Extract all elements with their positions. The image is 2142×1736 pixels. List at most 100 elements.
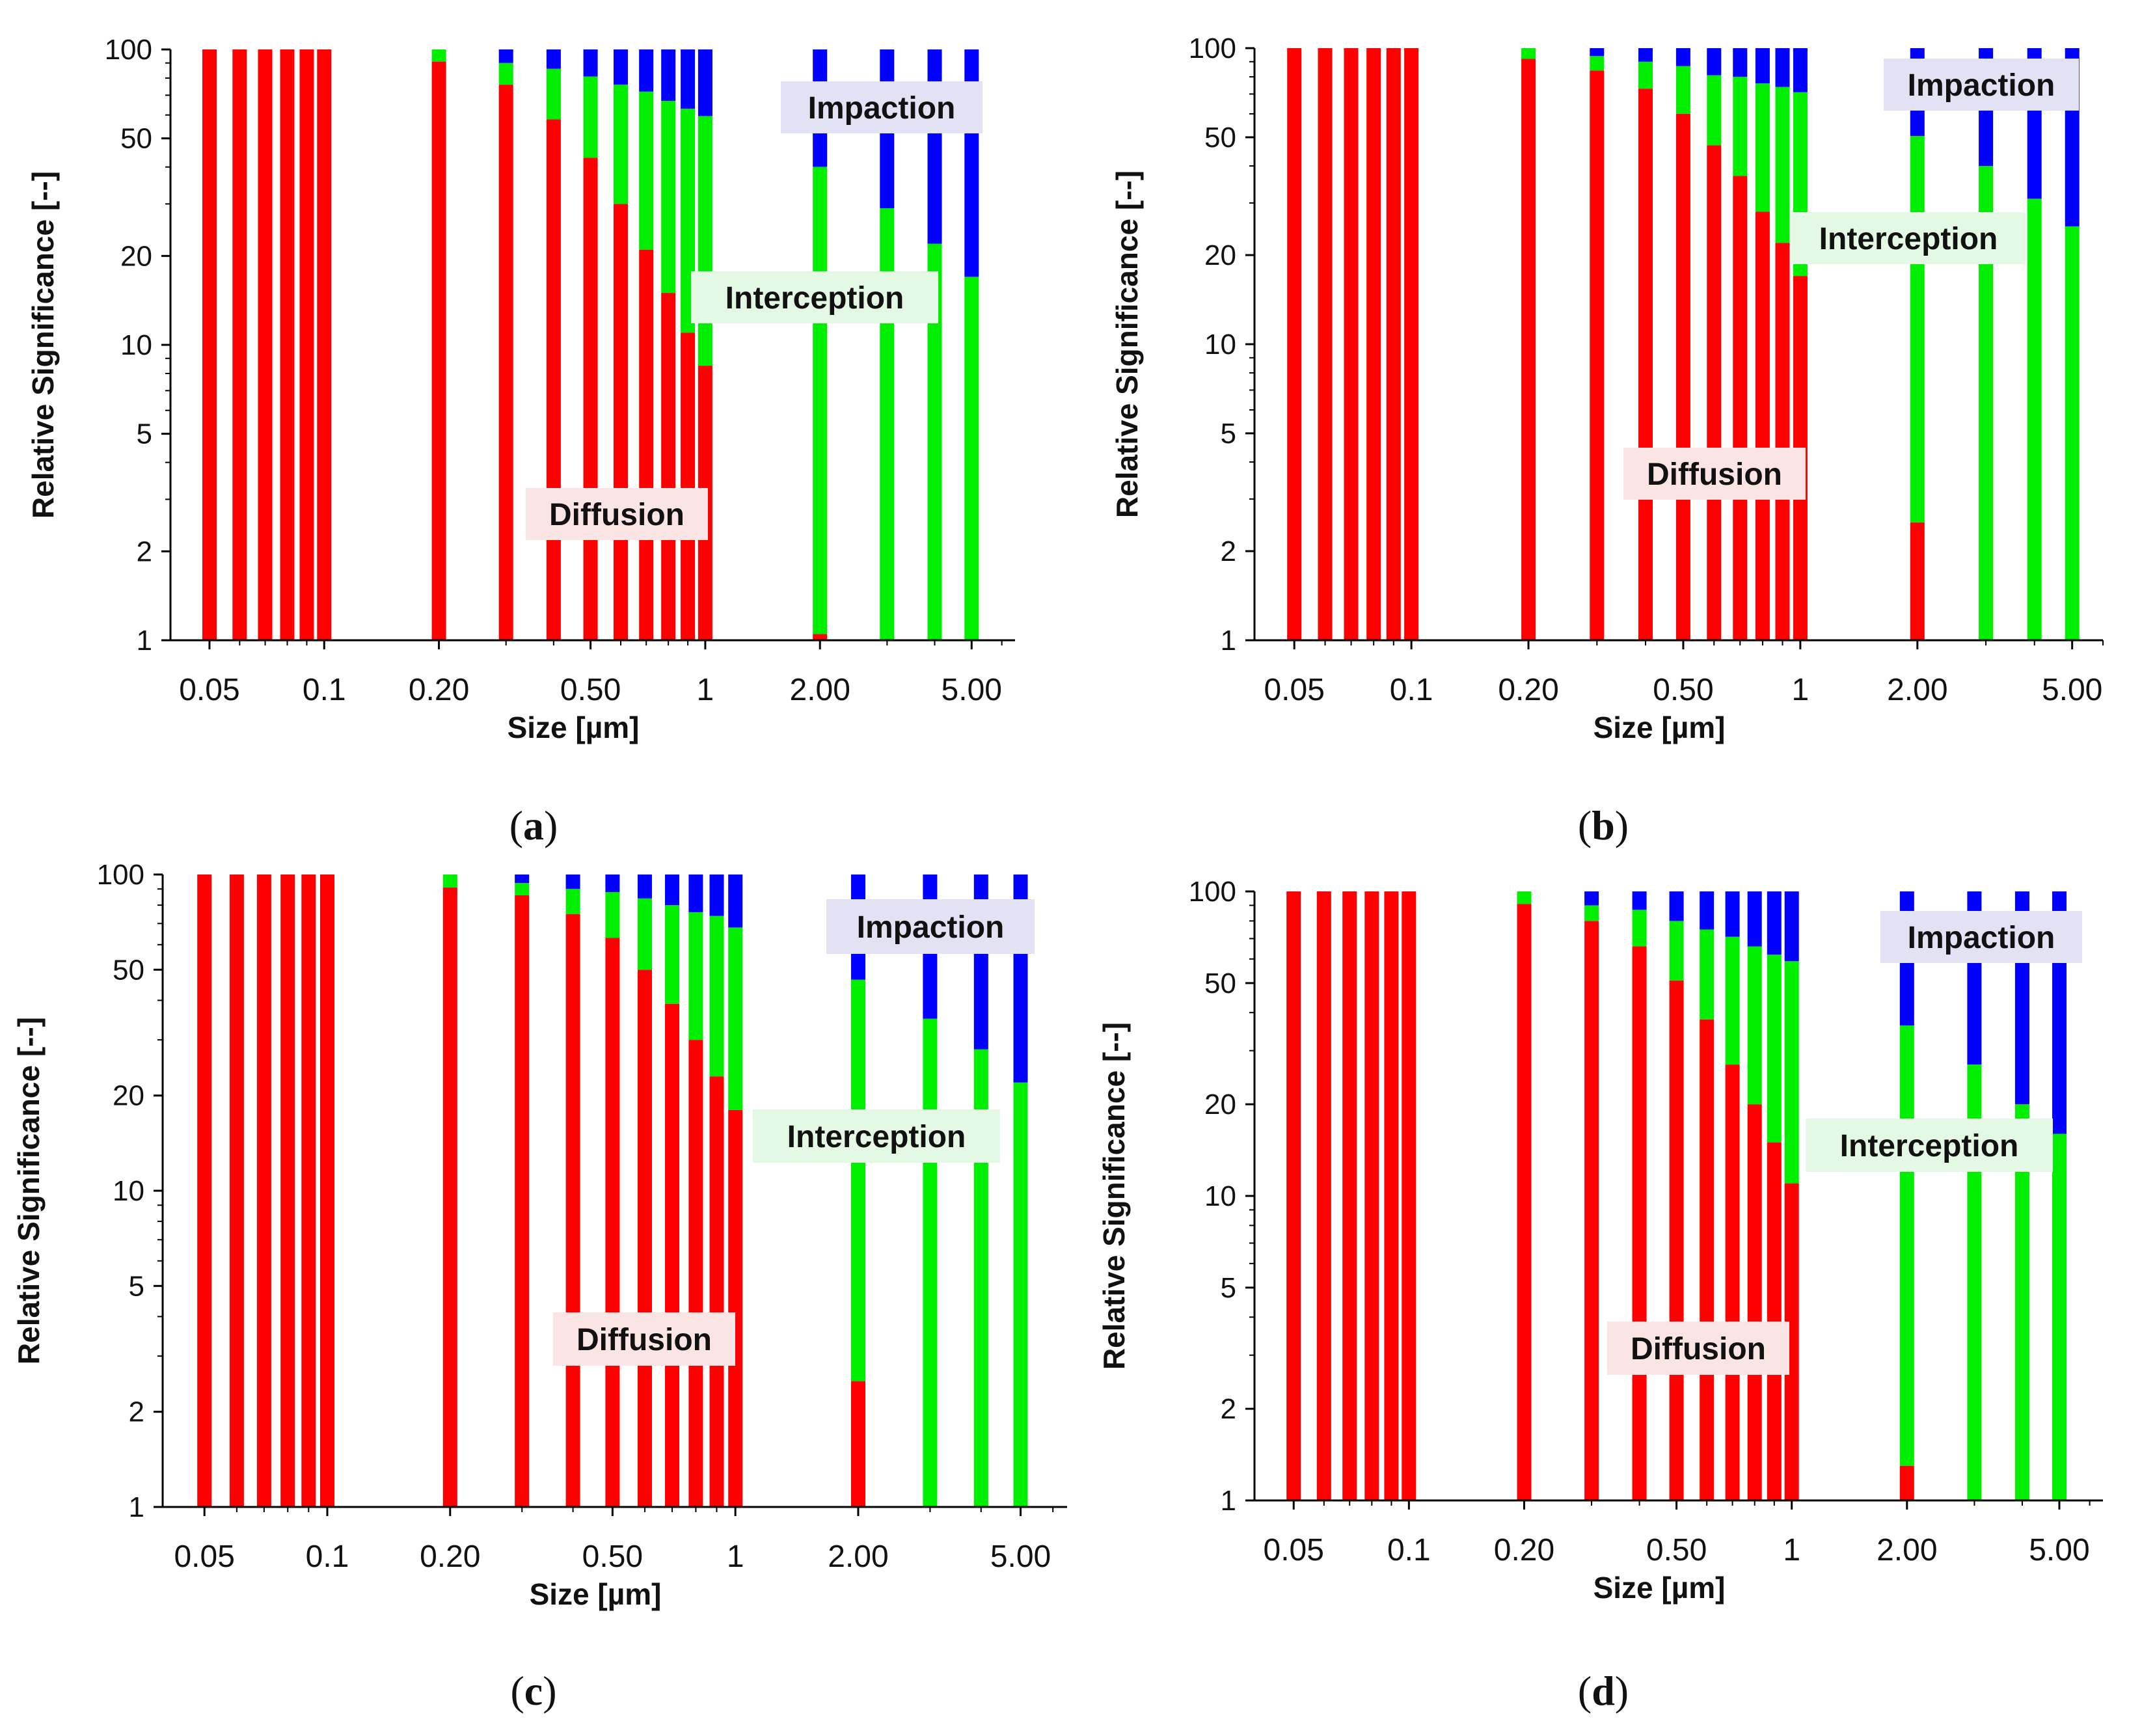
y-tick-label: 1 bbox=[129, 1491, 144, 1523]
y-axis-label: Relative Significance [--] bbox=[26, 171, 60, 519]
bar-diffusion bbox=[1747, 1104, 1762, 1500]
bar-diffusion bbox=[256, 875, 271, 1507]
impaction-annotation-box bbox=[1884, 59, 2079, 111]
bar-diffusion bbox=[665, 1003, 679, 1507]
x-tick-label: 0.50 bbox=[1646, 1533, 1707, 1567]
bar-impaction bbox=[728, 875, 743, 928]
bar-impaction bbox=[1784, 891, 1799, 962]
bar-diffusion bbox=[202, 49, 217, 640]
x-tick-label: 0.05 bbox=[1264, 1533, 1324, 1567]
bar-interception bbox=[1517, 891, 1532, 904]
bar-interception bbox=[605, 892, 620, 938]
y-tick-label: 1 bbox=[137, 625, 152, 657]
interception-annotation: Interception bbox=[1840, 1129, 2019, 1163]
panel-caption: (c) bbox=[510, 1668, 556, 1714]
x-tick-label: 2.00 bbox=[828, 1539, 888, 1574]
bar-impaction bbox=[639, 49, 654, 92]
bar-interception bbox=[2065, 226, 2080, 640]
y-tick-label: 50 bbox=[120, 123, 152, 155]
x-tick-label: 5.00 bbox=[942, 673, 1002, 707]
x-tick-label: 1 bbox=[1783, 1533, 1800, 1567]
x-tick-label: 0.1 bbox=[1387, 1533, 1431, 1567]
bar-diffusion bbox=[1344, 48, 1359, 640]
x-tick-label: 0.1 bbox=[1390, 673, 1433, 707]
bar-diffusion bbox=[1632, 946, 1647, 1500]
bar-impaction bbox=[1767, 891, 1782, 955]
bar-interception bbox=[1675, 66, 1690, 114]
x-axis-label: Size [µm] bbox=[1593, 711, 1726, 744]
x-axis-label: Size [µm] bbox=[508, 711, 640, 744]
bar-diffusion bbox=[1318, 48, 1333, 640]
diffusion-annotation-box bbox=[1607, 1322, 1789, 1375]
chart-panel-a: 1 2 5 10 20 50 100 0.05 0.1 0.20 0.50 1 2.00 5.00 Size… bbox=[26, 34, 1015, 848]
bar-interception bbox=[923, 1018, 938, 1507]
bar-impaction bbox=[665, 875, 679, 906]
x-tick-label: 2.00 bbox=[1887, 673, 1947, 707]
bar-diffusion bbox=[813, 634, 828, 640]
y-tick-label: 5 bbox=[1221, 1272, 1236, 1304]
bar-diffusion bbox=[639, 249, 654, 640]
bar-impaction bbox=[1707, 48, 1722, 75]
y-tick-label: 20 bbox=[1204, 239, 1236, 271]
bar-interception bbox=[1521, 48, 1536, 59]
x-tick-label: 0.20 bbox=[409, 673, 469, 707]
bar-impaction bbox=[688, 875, 703, 912]
bar-diffusion bbox=[515, 895, 530, 1507]
y-tick-label: 10 bbox=[120, 329, 152, 361]
chart-panel-c: 1 2 5 10 20 50 100 0.05 0.1 0.20 0.50 1 2.00 5.00 Size… bbox=[12, 859, 1067, 1714]
bar-diffusion bbox=[614, 204, 628, 640]
y-tick-label: 10 bbox=[1204, 329, 1236, 360]
y-axis-label: Relative Significance [--] bbox=[1110, 170, 1144, 518]
diffusion-annotation-box bbox=[1623, 448, 1806, 500]
panel-caption: (d) bbox=[1578, 1668, 1629, 1714]
panel-caption: (a) bbox=[509, 802, 558, 848]
bar-interception bbox=[1590, 56, 1605, 71]
bar-interception bbox=[515, 883, 530, 895]
bar-impaction bbox=[605, 875, 620, 892]
bar-diffusion bbox=[431, 61, 446, 641]
y-tick-label: 20 bbox=[113, 1080, 144, 1112]
bar-diffusion bbox=[498, 85, 513, 641]
bar-interception bbox=[546, 68, 561, 120]
bar-interception bbox=[1899, 1025, 1914, 1466]
y-tick-label: 100 bbox=[97, 859, 144, 891]
y-tick-label: 5 bbox=[137, 418, 152, 450]
bar-interception bbox=[1638, 61, 1653, 89]
x-tick-label: 0.05 bbox=[174, 1539, 234, 1574]
diffusion-annotation-box bbox=[526, 488, 708, 540]
bar-interception bbox=[2014, 1104, 2029, 1500]
bar-diffusion bbox=[851, 1381, 865, 1507]
bar-diffusion bbox=[442, 887, 457, 1507]
bar-diffusion bbox=[546, 119, 561, 640]
bar-interception bbox=[698, 116, 712, 366]
bar-interception bbox=[1584, 905, 1599, 921]
bar-diffusion bbox=[258, 49, 273, 640]
x-tick-label: 2.00 bbox=[790, 673, 850, 707]
interception-annotation: Interception bbox=[1819, 222, 1998, 256]
x-tick-label: 0.20 bbox=[1498, 673, 1558, 707]
bar-diffusion bbox=[709, 1076, 724, 1507]
y-tick-label: 100 bbox=[1189, 33, 1236, 64]
x-tick-label: 5.00 bbox=[2029, 1533, 2089, 1567]
x-tick-label: 5.00 bbox=[2042, 673, 2102, 707]
y-tick-label: 50 bbox=[113, 954, 144, 986]
bar-diffusion bbox=[301, 875, 316, 1507]
bar-diffusion bbox=[280, 49, 295, 640]
x-tick-label: 0.50 bbox=[1653, 673, 1713, 707]
x-tick-label: 0.05 bbox=[1264, 673, 1324, 707]
bar-interception bbox=[964, 277, 979, 640]
bar-diffusion bbox=[728, 1109, 743, 1507]
interception-annotation-box bbox=[691, 271, 938, 323]
bar-diffusion bbox=[1675, 113, 1690, 640]
impaction-annotation: Impaction bbox=[1908, 921, 2055, 955]
bar-interception bbox=[614, 85, 628, 204]
bar-diffusion bbox=[1342, 891, 1357, 1500]
bar-impaction bbox=[1700, 891, 1715, 930]
diffusion-annotation: Diffusion bbox=[1631, 1332, 1766, 1366]
bar-diffusion bbox=[565, 914, 580, 1507]
interception-annotation-box bbox=[1806, 1119, 2053, 1172]
chart-panel-b: 1 2 5 10 20 50 100 0.05 0.1 0.20 0.50 1 2.00 5.00 Size… bbox=[1110, 33, 2104, 848]
y-tick-label: 2 bbox=[1221, 1393, 1236, 1425]
bar-diffusion bbox=[1404, 48, 1419, 640]
bar-interception bbox=[1747, 946, 1762, 1105]
